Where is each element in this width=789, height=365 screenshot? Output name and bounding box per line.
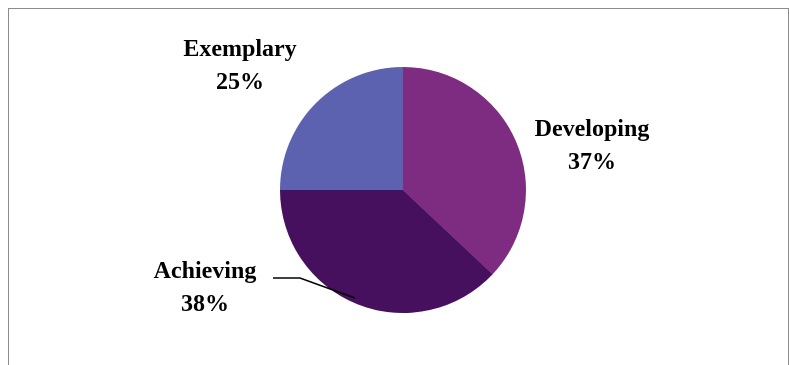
pie-slice-exemplary xyxy=(280,67,403,190)
exemplary-percent-label: 25% xyxy=(216,69,264,95)
developing-percent-label: 37% xyxy=(568,149,616,175)
achieving-percent-label: 38% xyxy=(181,291,229,317)
pie-slice-developing xyxy=(403,67,526,275)
pie-slices xyxy=(280,67,526,313)
exemplary-name-label: Exemplary xyxy=(183,36,296,62)
developing-name-label: Developing xyxy=(535,116,650,142)
achieving-leader-line xyxy=(273,277,356,299)
achieving-name-label: Achieving xyxy=(154,258,257,284)
pie-slice-achieving xyxy=(280,190,493,313)
